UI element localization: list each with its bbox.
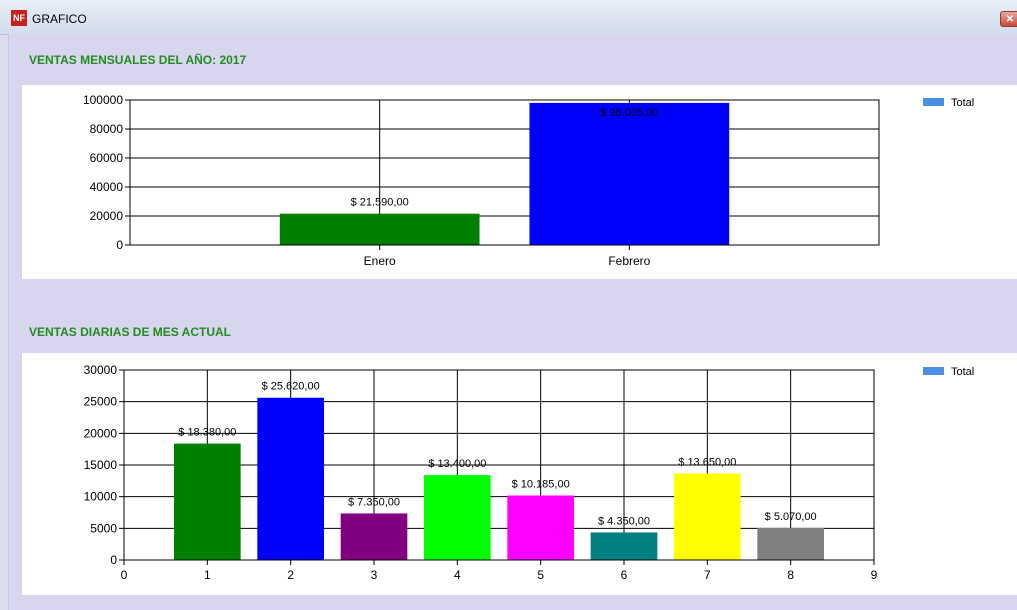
data-label: $ 5.070,00	[765, 511, 817, 523]
plot-frame	[129, 99, 880, 246]
x-tick-label: 0	[121, 568, 128, 582]
y-tick-label: 100000	[83, 93, 123, 107]
daily-heading: VENTAS DIARIAS DE MES ACTUAL	[29, 325, 232, 339]
data-label: $ 18.380,00	[178, 427, 236, 439]
y-tick-label: 10000	[84, 490, 118, 504]
data-label: $ 13.400,00	[428, 458, 486, 470]
x-tick-label: 8	[787, 568, 794, 582]
bar	[529, 102, 730, 245]
bar	[507, 495, 574, 560]
y-tick-label: 5000	[90, 521, 117, 535]
monthly-chart: 0 20000 40000 60000 80000 100000 $ 21.590,00 En…	[83, 93, 974, 268]
monthly-heading: VENTAS MENSUALES DEL AÑO: 2017	[29, 53, 247, 67]
daily-chart-panel: 0 5000 10000 15000 20000 25000 30000 0 1 2 3 4 5 6 7 8 9…	[22, 353, 1017, 595]
y-tick-label: 0	[116, 238, 123, 252]
x-tick-label: 4	[454, 568, 461, 582]
bar	[424, 475, 491, 560]
x-tick-label: 2	[287, 568, 294, 582]
y-tick-label: 0	[110, 553, 117, 567]
x-tick-label: 9	[871, 568, 878, 582]
bar	[340, 513, 408, 560]
data-label: $ 21.590,00	[351, 197, 409, 209]
bar	[590, 532, 658, 560]
bar	[174, 443, 241, 560]
window-title: GRAFICO	[32, 12, 87, 26]
y-tick-label: 20000	[84, 426, 118, 440]
daily-chart: 0 5000 10000 15000 20000 25000 30000 0 1 2 3 4 5 6 7 8 9…	[84, 363, 975, 582]
y-tick-label: 20000	[90, 209, 124, 223]
y-tick-label: 25000	[84, 395, 118, 409]
data-label: $ 13.650,00	[678, 457, 736, 469]
bar	[757, 527, 824, 560]
bar	[257, 397, 324, 560]
x-tick-label: 3	[371, 568, 378, 582]
x-tick-label: Enero	[364, 254, 396, 268]
y-tick-label: 80000	[90, 122, 124, 136]
plot-frame	[123, 369, 875, 561]
legend-label: Total	[951, 366, 974, 378]
monthly-chart-panel: 0 20000 40000 60000 80000 100000 $ 21.590,00 En…	[22, 85, 1017, 279]
title-bar: NF GRAFICO ✕	[0, 0, 1017, 35]
x-tick-label: 5	[537, 568, 544, 582]
data-label: $ 98.005,00	[600, 107, 658, 119]
y-tick-label: 60000	[90, 151, 124, 165]
x-tick-label: 6	[621, 568, 628, 582]
data-label: $ 10.185,00	[512, 478, 570, 490]
bar	[674, 473, 741, 560]
y-tick-label: 40000	[90, 180, 124, 194]
legend-swatch	[923, 367, 944, 375]
close-button[interactable]: ✕	[1000, 11, 1017, 27]
x-tick-label: 1	[204, 568, 211, 582]
data-label: $ 4.350,00	[598, 515, 650, 527]
legend-label: Total	[951, 97, 974, 109]
app-icon: NF	[11, 10, 27, 26]
legend-swatch	[923, 98, 944, 106]
data-label: $ 25.620,00	[262, 381, 320, 393]
x-tick-label: Febrero	[608, 254, 650, 268]
y-tick-label: 15000	[84, 458, 118, 472]
bar	[279, 213, 480, 245]
data-label: $ 7.350,00	[348, 496, 400, 508]
x-tick-label: 7	[704, 568, 711, 582]
y-tick-label: 30000	[84, 363, 118, 377]
